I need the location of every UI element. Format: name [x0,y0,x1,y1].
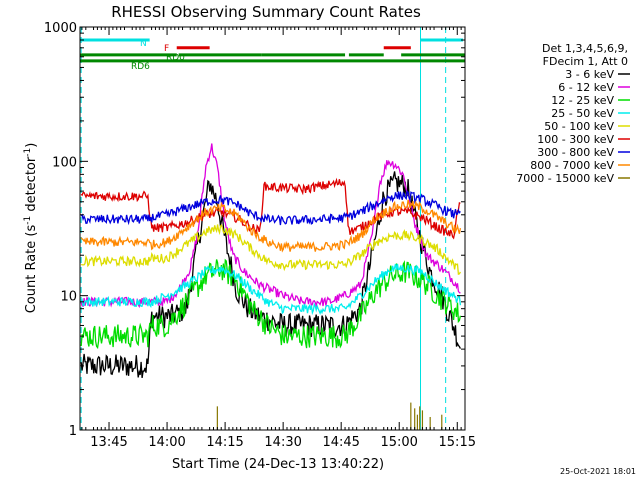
legend-label-300-800-kev: 300 - 800 keV [537,146,614,159]
y-tick-label: 1000 [44,21,77,36]
legend-label-7000-15000-kev: 7000 - 15000 keV [516,172,614,185]
y-tick-label: 10 [60,290,77,305]
legend-label-6-12-kev: 6 - 12 keV [558,81,614,94]
y-axis-label: Count Rate (s-1 detector-1) [23,143,39,314]
y-tick-label: 1 [69,424,77,439]
plot-frame [79,26,466,431]
legend-label-12-25-kev: 12 - 25 keV [551,94,614,107]
timestamp: 25-Oct-2021 18:01 [560,467,636,476]
legend-label-800-7000-kev: 800 - 7000 keV [530,159,614,172]
x-tick-label: 13:45 [90,435,127,450]
flag-label-rd6: RD6 [131,62,150,72]
series-3-6-kev-line [80,171,461,378]
legend: Det 1,3,4,5,6,9,FDecim 1, Att 03 - 6 keV… [516,42,630,185]
legend-label-3-6-kev: 3 - 6 keV [565,68,614,81]
axes: 13:45 14:00 14:15 14:30 14:45 15:00 15:15 1 10 10… [44,21,476,450]
x-tick-label: 14:30 [264,435,301,450]
x-tick-label: 15:15 [439,435,476,450]
series-100-300-kev-line [80,177,461,240]
series-50-100-kev-line [81,223,461,275]
flag-label-f: F [164,44,169,54]
y-tick-label: 100 [52,155,77,170]
x-tick-label: 14:00 [148,435,185,450]
x-tick-label: 14:45 [322,435,359,450]
legend-label-100-300-kev: 100 - 300 keV [537,133,614,146]
flag-label-n: N [140,39,147,49]
x-tick-label: 14:15 [206,435,243,450]
series-6-12-kev-line [80,143,461,309]
x-tick-label: 15:00 [380,435,417,450]
series-800-7000-kev-line [80,199,462,253]
x-axis-label: Start Time (24-Dec-13 13:40:22) [172,457,384,472]
legend-header-line: FDecim 1, Att 0 [543,55,628,68]
legend-header-line: Det 1,3,4,5,6,9, [542,42,628,55]
flag-label-rd0: RD0 [166,53,185,63]
legend-label-25-50-kev: 25 - 50 keV [551,107,614,120]
chart-title: RHESSI Observing Summary Count Rates [111,3,421,21]
legend-label-50-100-kev: 50 - 100 keV [544,120,614,133]
series-25-50-kev-line [80,263,462,316]
series-300-800-kev-line [80,189,461,226]
